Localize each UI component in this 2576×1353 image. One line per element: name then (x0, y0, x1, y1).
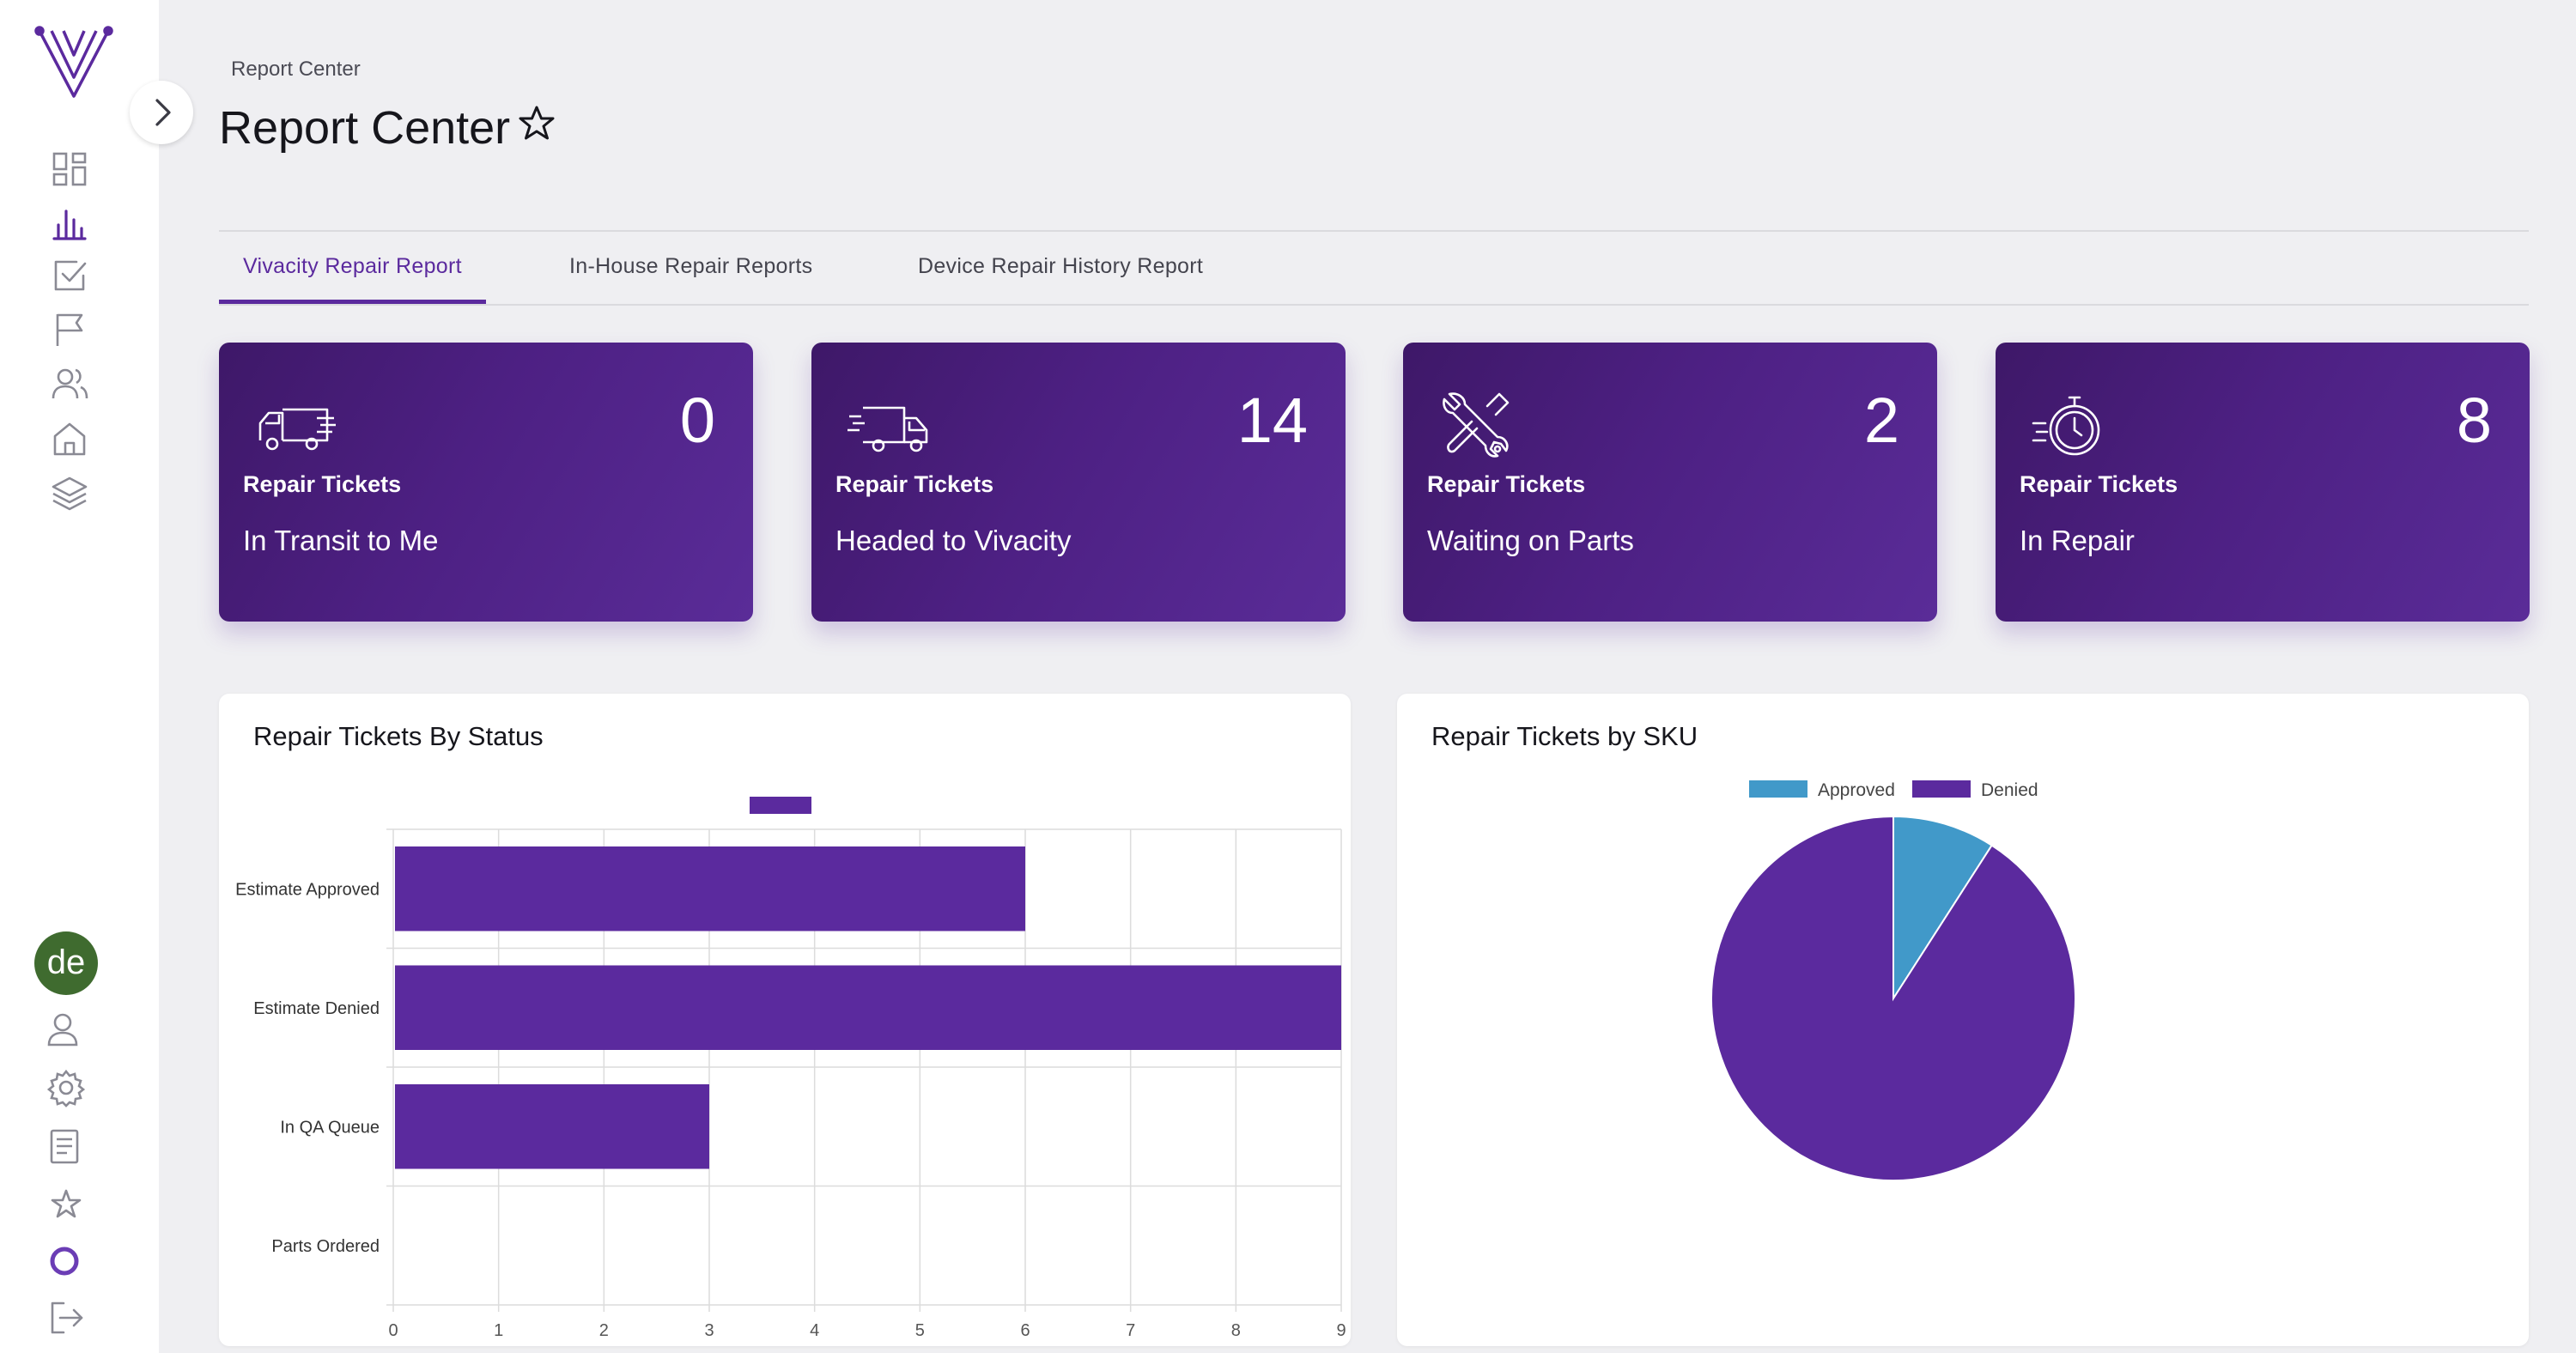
y-category-label: In QA Queue (280, 1118, 380, 1137)
card-label: In Transit to Me (243, 525, 439, 556)
stopwatch-icon (2030, 387, 2116, 464)
card-value: 8 (2456, 385, 2492, 456)
card-value: 0 (679, 385, 715, 456)
legend-swatch (1749, 780, 1807, 798)
card-label: Waiting on Parts (1427, 525, 1634, 556)
x-tick-label: 4 (810, 1321, 819, 1340)
x-tick-label: 1 (494, 1321, 503, 1340)
card-headed-to-vivacity[interactable]: 14 Repair Tickets Headed to Vivacity (811, 343, 1346, 622)
tab-vivacity-repair-report[interactable]: Vivacity Repair Report (243, 254, 462, 278)
breadcrumb[interactable]: Report Center (231, 58, 361, 81)
bar (395, 965, 1341, 1050)
legend-swatch (1912, 780, 1971, 798)
legend-swatch (750, 797, 811, 814)
dashboard-icon[interactable] (46, 146, 93, 192)
card-label: Headed to Vivacity (835, 525, 1072, 556)
legend-label: Approved (1818, 780, 1895, 800)
favorite-star-icon[interactable] (515, 103, 558, 146)
fast-truck-icon (846, 387, 932, 464)
truck-icon (253, 387, 339, 464)
circle-icon[interactable] (41, 1238, 88, 1284)
sku-chart-panel: Repair Tickets by SKU Approved Denied (1397, 694, 2529, 1346)
flag-icon[interactable] (46, 306, 93, 353)
card-waiting-on-parts[interactable]: 2 Repair Tickets Waiting on Parts (1403, 343, 1937, 622)
pie-slice (1893, 815, 1993, 1002)
star-icon[interactable] (43, 1181, 89, 1228)
card-value: 2 (1863, 385, 1899, 456)
card-subtitle: Repair Tickets (1427, 471, 1586, 497)
card-label: In Repair (2020, 525, 2135, 556)
collapse-sidebar-button[interactable] (130, 81, 193, 144)
y-category-label: Estimate Approved (235, 880, 380, 899)
card-subtitle: Repair Tickets (835, 471, 994, 497)
tabs-divider-top (219, 230, 2529, 232)
legend-label: Denied (1981, 780, 2038, 800)
tools-icon (1437, 387, 1523, 464)
y-category-label: Estimate Denied (253, 999, 380, 1018)
x-tick-label: 8 (1231, 1321, 1241, 1340)
checkbox-icon[interactable] (46, 252, 93, 299)
gear-icon[interactable] (43, 1065, 89, 1111)
bar-chart-icon[interactable] (46, 199, 93, 246)
card-value: 14 (1236, 385, 1308, 456)
layers-icon[interactable] (46, 470, 93, 517)
logout-icon[interactable] (43, 1295, 89, 1341)
avatar[interactable]: de (34, 931, 98, 995)
status-chart-panel: Repair Tickets By Status 0 1 2 3 4 5 6 7 8 9 Estim… (219, 694, 1351, 1346)
document-icon[interactable] (41, 1123, 88, 1169)
x-tick-label: 0 (388, 1321, 398, 1340)
card-subtitle: Repair Tickets (243, 471, 402, 497)
tab-in-house-repair-reports[interactable]: In-House Repair Reports (569, 254, 813, 278)
active-tab-indicator (219, 300, 486, 304)
card-in-repair[interactable]: 8 Repair Tickets In Repair (1996, 343, 2530, 622)
x-tick-label: 3 (704, 1321, 714, 1340)
card-subtitle: Repair Tickets (2020, 471, 2178, 497)
chart-title: Repair Tickets by SKU (1431, 721, 1698, 751)
card-in-transit[interactable]: 0 Repair Tickets In Transit to Me (219, 343, 753, 622)
bar-chart: 0 1 2 3 4 5 6 7 8 9 Estimate Approved Estimate Deni… (235, 797, 1346, 1340)
vivacity-logo[interactable] (33, 24, 115, 101)
chart-title: Repair Tickets By Status (253, 721, 544, 751)
bar (395, 846, 1025, 931)
users-icon[interactable] (46, 361, 93, 407)
sidebar: de (0, 0, 159, 1353)
x-tick-label: 5 (915, 1321, 925, 1340)
x-tick-label: 7 (1126, 1321, 1135, 1340)
page-title: Report Center (219, 102, 511, 154)
bar (395, 1084, 709, 1169)
pie-chart: Approved Denied (1710, 780, 2076, 1181)
home-icon[interactable] (46, 416, 93, 462)
tabs-divider-bottom (219, 304, 2529, 306)
y-category-label: Parts Ordered (271, 1237, 380, 1256)
x-tick-label: 6 (1020, 1321, 1030, 1340)
user-icon[interactable] (39, 1006, 86, 1053)
tab-device-repair-history-report[interactable]: Device Repair History Report (918, 254, 1204, 278)
x-tick-label: 9 (1336, 1321, 1346, 1340)
pie-slice (1710, 815, 2076, 1181)
x-tick-label: 2 (599, 1321, 609, 1340)
